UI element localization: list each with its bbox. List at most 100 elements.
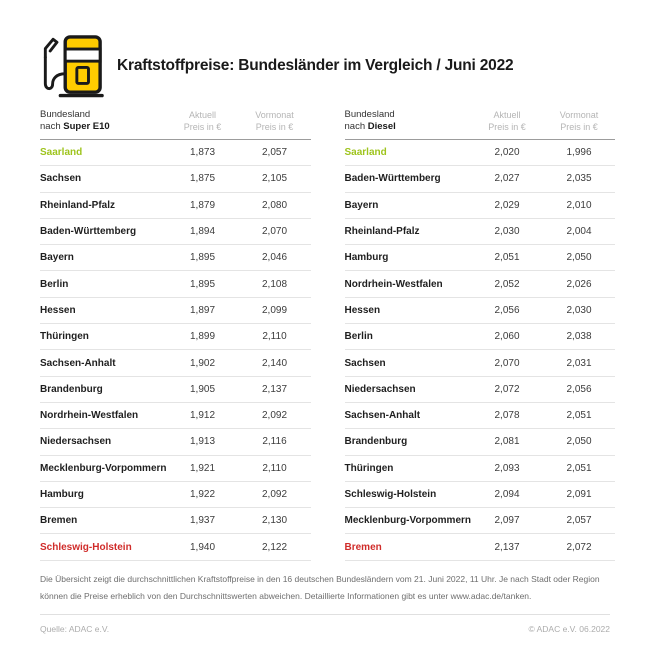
- fuel-pump-icon: [43, 35, 104, 98]
- previous-price: 2,140: [261, 357, 288, 369]
- previous-price: 2,035: [566, 173, 592, 185]
- previous-price: 2,050: [566, 436, 592, 448]
- current-price: 1,894: [189, 226, 216, 238]
- table-row: Niedersachsen 2,072 2,056: [344, 377, 615, 403]
- table-super-e10: Bundesland nach Super E10 Aktuell Preis …: [40, 109, 311, 561]
- source-label: Quelle: ADAC e.V.: [40, 623, 110, 634]
- state-name: Schleswig-Holstein: [40, 541, 132, 553]
- state-name: Sachsen: [344, 357, 386, 369]
- current-price: 2,060: [494, 331, 520, 343]
- current-price: 2,070: [494, 357, 520, 369]
- previous-price: 2,130: [261, 515, 288, 527]
- col-current-line2: Preis in €: [183, 122, 222, 132]
- col-previous-line1: Vormonat: [255, 110, 294, 120]
- current-price: 1,897: [189, 304, 216, 316]
- state-name: Brandenburg: [40, 383, 103, 395]
- state-name: Sachsen-Anhalt: [40, 357, 116, 369]
- table-row: Schleswig-Holstein 1,940 2,122: [40, 534, 311, 561]
- fuel-name: Diesel: [367, 121, 396, 132]
- current-price: 2,072: [494, 383, 520, 395]
- table-row: Baden-Württemberg 1,894 2,070: [40, 219, 311, 246]
- state-name: Thüringen: [344, 462, 394, 474]
- previous-price: 2,038: [566, 331, 592, 343]
- table-row: Brandenburg 1,905 2,137: [40, 377, 311, 403]
- previous-price: 2,091: [566, 489, 592, 500]
- table-row: Rheinland-Pfalz 1,879 2,080: [40, 193, 311, 219]
- current-price: 2,051: [494, 252, 520, 264]
- footnote: Die Übersicht zeigt die durchschnittlich…: [40, 573, 600, 601]
- table-row: Rheinland-Pfalz 2,030 2,004: [344, 219, 615, 246]
- state-name: Mecklenburg-Vorpommern: [344, 515, 472, 527]
- col-previous-header: Vormonat Preis in €: [239, 109, 311, 133]
- table-row: Hessen 2,056 2,030: [344, 298, 615, 325]
- current-price: 2,056: [494, 304, 520, 316]
- state-name: Rheinland-Pfalz: [344, 226, 420, 238]
- previous-price: 2,092: [261, 489, 288, 500]
- current-price: 1,912: [189, 410, 216, 422]
- table-row: Hessen 1,897 2,099: [40, 298, 311, 325]
- table-row: Hamburg 1,922 2,092: [40, 482, 311, 509]
- previous-price: 2,026: [566, 278, 592, 290]
- table-row: Sachsen-Anhalt 2,078 2,051: [344, 403, 615, 430]
- col-current-line2: Preis in €: [488, 122, 526, 132]
- previous-price: 2,122: [261, 541, 288, 553]
- col-current-line1: Aktuell: [188, 110, 216, 120]
- tables-area: Bundesland nach Super E10 Aktuell Preis …: [40, 109, 615, 561]
- state-name: Bayern: [344, 199, 379, 211]
- previous-price: 2,031: [566, 357, 592, 369]
- previous-price: 2,072: [566, 541, 592, 553]
- state-name: Hessen: [40, 304, 76, 316]
- table-row: Niedersachsen 1,913 2,116: [40, 429, 311, 456]
- state-name: Niedersachsen: [40, 436, 112, 448]
- current-price: 2,052: [494, 278, 520, 290]
- previous-price: 2,099: [261, 304, 288, 316]
- current-price: 2,081: [494, 436, 520, 448]
- current-price: 2,020: [494, 147, 520, 159]
- table-row: Mecklenburg-Vorpommern 1,921 2,110: [40, 456, 311, 482]
- state-name: Sachsen: [40, 173, 82, 185]
- previous-price: 2,051: [566, 462, 592, 474]
- table-row: Bayern 2,029 2,010: [344, 193, 615, 219]
- current-price: 1,875: [189, 173, 216, 185]
- col-bundesland-header: Bundesland nach Diesel: [345, 109, 472, 133]
- previous-price: 2,108: [261, 278, 288, 290]
- state-name: Baden-Württemberg: [344, 173, 441, 185]
- previous-price: 2,092: [261, 410, 288, 422]
- table-row: Baden-Württemberg 2,027 2,035: [344, 166, 615, 193]
- table-row: Nordrhein-Westfalen 1,912 2,092: [40, 403, 311, 430]
- previous-price: 2,057: [261, 147, 288, 159]
- col-previous-line2: Preis in €: [560, 122, 598, 132]
- previous-price: 2,070: [261, 226, 288, 238]
- current-price: 2,030: [494, 226, 520, 238]
- col-bundesland-line1: Bundesland: [344, 109, 395, 120]
- col-previous-line1: Vormonat: [559, 110, 599, 120]
- current-price: 1,913: [189, 436, 216, 448]
- current-price: 1,873: [189, 147, 216, 159]
- fuel-name: Super E10: [63, 121, 110, 132]
- current-price: 2,137: [494, 541, 520, 553]
- previous-price: 2,050: [566, 252, 592, 264]
- previous-price: 2,004: [566, 226, 592, 238]
- current-price: 1,922: [189, 489, 216, 500]
- state-name: Sachsen-Anhalt: [344, 410, 421, 422]
- table-row: Sachsen-Anhalt 1,902 2,140: [40, 350, 311, 377]
- current-price: 2,027: [494, 173, 520, 185]
- col-current-header: Aktuell Preis in €: [471, 109, 543, 133]
- state-name: Nordrhein-Westfalen: [40, 410, 139, 422]
- state-name: Bremen: [344, 541, 382, 553]
- table-row: Sachsen 2,070 2,031: [344, 350, 615, 377]
- current-price: 1,899: [189, 331, 216, 343]
- state-name: Bremen: [40, 515, 78, 527]
- previous-price: 2,105: [261, 173, 288, 185]
- table-row: Berlin 2,060 2,038: [344, 324, 615, 351]
- fuel-prefix: nach: [344, 121, 366, 132]
- table-row: Brandenburg 2,081 2,050: [344, 429, 615, 456]
- table-body-super-e10: Saarland 1,873 2,057 Sachsen 1,875 2,105…: [40, 140, 311, 561]
- current-price: 1,905: [189, 383, 216, 395]
- previous-price: 2,030: [566, 304, 592, 316]
- state-name: Rheinland-Pfalz: [40, 199, 116, 211]
- current-price: 2,078: [494, 410, 520, 422]
- table-body-diesel: Saarland 2,020 1,996 Baden-Württemberg 2…: [344, 140, 615, 561]
- table-row: Mecklenburg-Vorpommern 2,097 2,057: [344, 508, 615, 535]
- table-row: Saarland 2,020 1,996: [344, 140, 615, 167]
